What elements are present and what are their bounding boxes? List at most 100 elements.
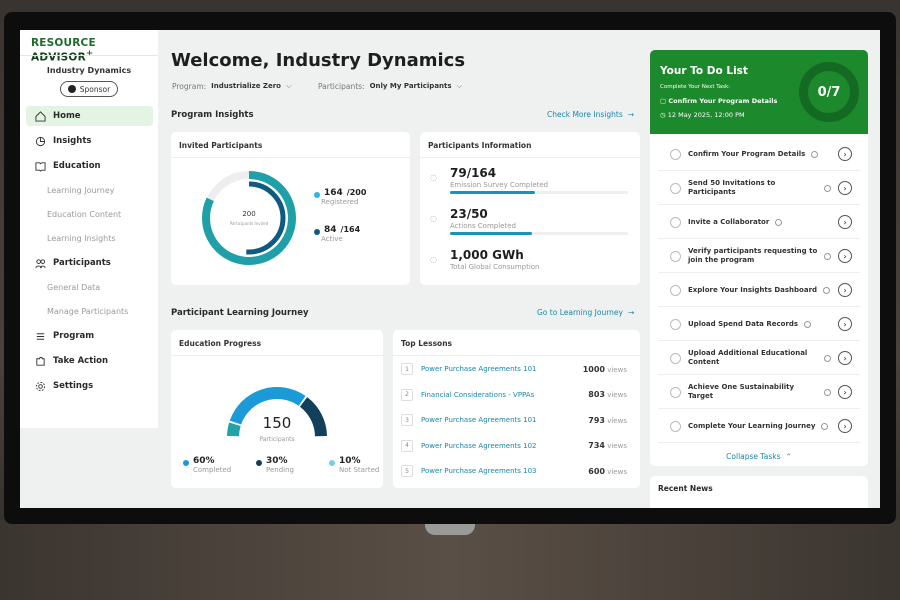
chevron-right-icon[interactable]: ›	[838, 147, 852, 161]
chevron-right-icon[interactable]: ›	[838, 283, 852, 297]
sidebar-item-participants[interactable]: Participants	[26, 253, 153, 273]
sidebar-item-learning-journey[interactable]: Learning Journey	[47, 186, 115, 195]
task-checkbox[interactable]	[670, 148, 681, 160]
task-checkbox[interactable]	[670, 386, 681, 398]
sidebar-item-take-action[interactable]: Take Action	[26, 351, 153, 371]
lesson-row[interactable]: 1 Power Purchase Agreements 101 1000 views	[401, 356, 633, 382]
lesson-title[interactable]: Power Purchase Agreements 101	[421, 365, 537, 373]
todo-task[interactable]: Upload Spend Data Records ›	[658, 308, 860, 341]
todo-task[interactable]: Achieve One Sustainability Target ›	[658, 376, 860, 409]
gauge-center-value: 150	[263, 414, 292, 432]
bulb-icon: ◌	[430, 255, 437, 264]
book-icon	[35, 161, 46, 172]
info-label: Actions Completed	[450, 222, 516, 230]
next-task-link[interactable]: ▢ Confirm Your Program Details	[660, 97, 778, 105]
sidebar-item-program[interactable]: Program	[26, 326, 153, 346]
program-filter[interactable]: Program: Industrialize Zero ⌵	[172, 81, 292, 91]
role-badge: Sponsor	[60, 81, 118, 97]
top-lessons-card: Top Lessons 1 Power Purchase Agreements 1…	[393, 330, 640, 488]
task-checkbox[interactable]	[670, 420, 681, 432]
lesson-title[interactable]: Power Purchase Agreements 101	[421, 416, 537, 424]
hand-icon: ◌	[430, 214, 437, 223]
sidebar-item-manage-participants[interactable]: Manage Participants	[47, 307, 129, 316]
info-label: Total Global Consumption	[450, 263, 540, 271]
chevron-right-icon[interactable]: ›	[838, 385, 852, 399]
info-progress-bar	[450, 232, 628, 235]
lesson-row[interactable]: 2 Financial Considerations - VPPAs 803 vie…	[401, 382, 633, 408]
help-icon[interactable]	[821, 422, 829, 430]
todo-task[interactable]: Upload Additional Educational Content ›	[658, 342, 860, 375]
sidebar-item-learning-insights[interactable]: Learning Insights	[47, 234, 116, 243]
chevron-right-icon[interactable]: ›	[838, 215, 852, 229]
participants-filter[interactable]: Participants: Only My Participants ⌵	[318, 81, 463, 91]
lesson-row[interactable]: 3 Power Purchase Agreements 101 793 views	[401, 407, 633, 433]
chevron-right-icon[interactable]: ›	[838, 419, 852, 433]
logo[interactable]: RESOURCE ADVISOR+	[31, 37, 96, 64]
info-value: 1,000 GWh	[450, 248, 524, 262]
clock-icon: ◷	[660, 111, 668, 119]
go-to-learning-journey-link[interactable]: Go to Learning Journey →	[537, 308, 635, 317]
sidebar-item-education[interactable]: Education	[26, 156, 153, 176]
help-icon[interactable]	[824, 388, 831, 396]
sidebar-item-home[interactable]: Home	[26, 106, 153, 126]
task-checkbox[interactable]	[670, 352, 681, 364]
card-title: Education Progress	[171, 330, 383, 356]
chevron-right-icon[interactable]: ›	[838, 249, 852, 263]
badge-icon	[67, 85, 76, 93]
chevron-down-icon: ⌵	[456, 81, 463, 90]
help-icon[interactable]	[824, 354, 831, 362]
active-stat: 84/164 Active	[314, 225, 360, 243]
todo-task[interactable]: Complete Your Learning Journey ›	[658, 410, 860, 443]
education-progress-card: Education Progress 150 Participants 60% C…	[171, 330, 383, 488]
help-icon[interactable]	[824, 184, 831, 192]
task-checkbox[interactable]	[670, 182, 681, 194]
help-icon[interactable]	[824, 252, 831, 260]
check-more-insights-link[interactable]: Check More Insights →	[547, 110, 635, 119]
page-title: Welcome, Industry Dynamics	[171, 50, 466, 71]
chevron-right-icon[interactable]: ›	[838, 351, 852, 365]
todo-task[interactable]: Invite a Collaborator ›	[658, 206, 860, 239]
help-icon[interactable]	[775, 218, 783, 226]
due-date: ◷ 12 May 2025, 12:00 PM	[660, 111, 745, 119]
lesson-title[interactable]: Financial Considerations - VPPAs	[421, 390, 535, 399]
todo-task[interactable]: Verify participants requesting to join t…	[658, 240, 860, 273]
section-title: Participant Learning Journey	[171, 308, 309, 318]
sidebar-item-education-content[interactable]: Education Content	[47, 210, 122, 219]
arrow-right-icon: →	[627, 110, 635, 119]
invited-participants-card: Invited Participants 200 Participants In…	[171, 132, 410, 285]
gear-icon	[35, 381, 46, 391]
todo-task[interactable]: Send 50 Invitations to Participants ›	[658, 172, 860, 205]
task-checkbox[interactable]	[670, 216, 681, 228]
info-progress-bar	[450, 191, 628, 194]
lesson-title[interactable]: Power Purchase Agreements 103	[421, 467, 537, 475]
task-checkbox[interactable]	[670, 250, 681, 262]
sidebar-item-insights[interactable]: Insights	[26, 131, 153, 151]
task-checkbox[interactable]	[670, 284, 681, 296]
clipboard-icon: ◌	[430, 173, 437, 182]
chevron-right-icon[interactable]: ›	[838, 317, 852, 331]
list-icon	[36, 332, 45, 340]
puzzle-icon	[36, 356, 45, 366]
lesson-row[interactable]: 5 Power Purchase Agreements 103 600 views	[401, 458, 633, 484]
lesson-row[interactable]: 4 Power Purchase Agreements 102 734 views	[401, 433, 633, 459]
todo-task[interactable]: Explore Your Insights Dashboard ›	[658, 274, 860, 307]
chevron-right-icon[interactable]: ›	[838, 181, 852, 195]
help-icon[interactable]	[811, 150, 819, 158]
donut-center-value: 200	[242, 210, 255, 218]
collapse-tasks-button[interactable]: Collapse Tasks ⌃	[726, 452, 792, 461]
sidebar-item-general-data[interactable]: General Data	[47, 283, 101, 292]
help-icon[interactable]	[804, 320, 812, 328]
chevron-up-icon: ⌃	[785, 452, 792, 461]
todo-progress-ring: 0/7	[799, 62, 859, 122]
gauge-segment-completed	[229, 387, 306, 425]
task-checkbox[interactable]	[670, 318, 681, 330]
info-value: 79/164	[450, 166, 497, 180]
participants-info-card: Participants Information ◌ 79/164 Emissi…	[420, 132, 640, 285]
sidebar-item-settings[interactable]: Settings	[26, 376, 153, 396]
donut-center-label: Participants Invited	[230, 221, 269, 226]
card-title: Top Lessons	[393, 330, 640, 356]
todo-task[interactable]: Confirm Your Program Details ›	[658, 138, 860, 171]
help-icon[interactable]	[823, 286, 831, 294]
card-title: Invited Participants	[171, 132, 410, 158]
lesson-title[interactable]: Power Purchase Agreements 102	[421, 441, 537, 450]
